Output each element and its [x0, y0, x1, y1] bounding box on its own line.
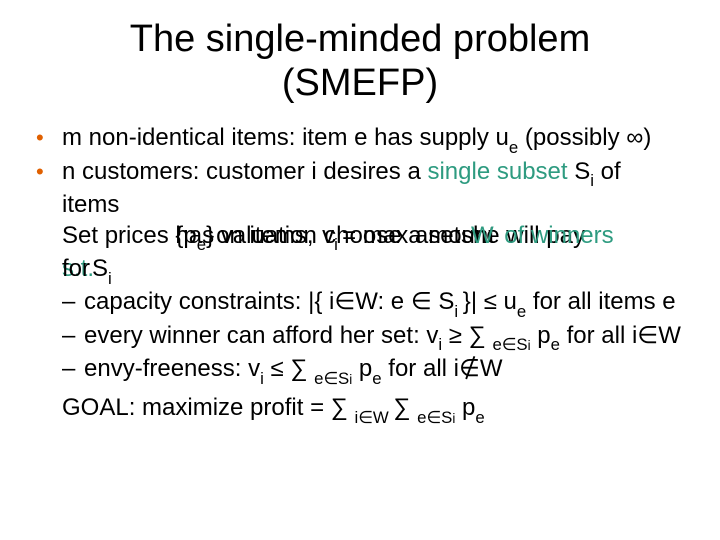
t: on items, — [216, 222, 313, 249]
dash-icon: – — [62, 354, 84, 385]
t: e — [517, 302, 526, 321]
capacity-text: capacity constraints: |{ i∈W: e ∈ Si }| … — [84, 287, 676, 320]
t: for all items e — [526, 288, 675, 315]
bullet-2-text: n customers: customer i desires a single… — [62, 157, 684, 221]
t: i — [528, 338, 531, 353]
slide-title: The single-minded problem (SMEFP) — [36, 18, 684, 105]
t: ≤ ∑ — [264, 355, 314, 382]
t: every winner can afford her set: v — [84, 322, 438, 349]
set-prices-line: Set prices {pe} has valuation on items, … — [62, 221, 684, 254]
dash-winner: – every winner can afford her set: vi ≥ … — [62, 321, 684, 354]
t: e — [475, 408, 484, 427]
bullet-dot-icon: • — [36, 123, 62, 153]
t: for all i∈W — [560, 322, 681, 349]
t: n customers: customer i desires a — [62, 158, 427, 185]
t: e∈S — [417, 408, 452, 427]
t: for — [62, 255, 90, 282]
t: envy-freeness: v — [84, 355, 260, 382]
t: e — [372, 369, 381, 388]
goal-line: GOAL: maximize profit = ∑ i∈W ∑ e∈Si pe — [62, 393, 684, 426]
title-line-2: (SMEFP) — [282, 62, 438, 104]
highlight-text: W — [471, 222, 494, 249]
t: e — [551, 335, 560, 354]
t: m non-identical items: item e has supply — [62, 124, 496, 151]
slide-body: • m non-identical items: item e has supp… — [36, 123, 684, 426]
t: for all i∉W — [382, 355, 503, 382]
t: S — [92, 255, 108, 282]
t: e∈S — [492, 335, 527, 354]
t: i — [452, 411, 455, 426]
t: ≥ ∑ — [442, 322, 492, 349]
bullet-1-text: m non-identical items: item e has supply… — [62, 123, 684, 156]
t: } — [206, 222, 214, 249]
bullet-1: • m non-identical items: item e has supp… — [36, 123, 684, 156]
highlight-text: of winners — [504, 222, 613, 249]
t: e — [197, 235, 206, 254]
t: i — [454, 302, 462, 321]
winner-text: every winner can afford her set: vi ≥ ∑ … — [84, 321, 681, 354]
highlight-text: single subset — [427, 158, 567, 185]
t: GOAL: maximize profit = ∑ — [62, 394, 355, 421]
t: i — [108, 269, 112, 288]
dash-icon: – — [62, 287, 84, 318]
t: u — [496, 124, 509, 151]
t: e∈S — [314, 369, 349, 388]
t: Set prices — [62, 222, 175, 249]
t: e — [509, 138, 518, 157]
t: }| ≤ u — [463, 288, 517, 315]
slide: The single-minded problem (SMEFP) • m no… — [0, 0, 720, 540]
bullet-dot-icon: • — [36, 157, 62, 187]
t: i — [590, 171, 594, 190]
for-line: for s.t. Si — [62, 254, 684, 287]
dash-capacity: – capacity constraints: |{ i∈W: e ∈ Si }… — [62, 287, 684, 320]
t: p — [455, 394, 475, 421]
t: ∑ — [393, 394, 417, 421]
t: i — [260, 369, 264, 388]
t: (possibly ∞) — [518, 124, 651, 151]
t: i∈W — [355, 408, 394, 427]
dash-icon: – — [62, 321, 84, 352]
dash-envy: – envy-freeness: vi ≤ ∑ e∈Si pe for all … — [62, 354, 684, 387]
bullet-2: • n customers: customer i desires a sing… — [36, 157, 684, 221]
t: choose a set — [324, 222, 460, 249]
t: capacity constraints: |{ i∈W: e ∈ S — [84, 288, 454, 315]
t: p — [531, 322, 551, 349]
t: {p — [175, 222, 196, 249]
t: S — [568, 158, 591, 185]
envy-text: envy-freeness: vi ≤ ∑ e∈Si pe for all i∉… — [84, 354, 503, 387]
t: i — [349, 372, 352, 387]
t: i — [438, 335, 442, 354]
t: p — [352, 355, 372, 382]
title-line-1: The single-minded problem — [130, 18, 590, 60]
